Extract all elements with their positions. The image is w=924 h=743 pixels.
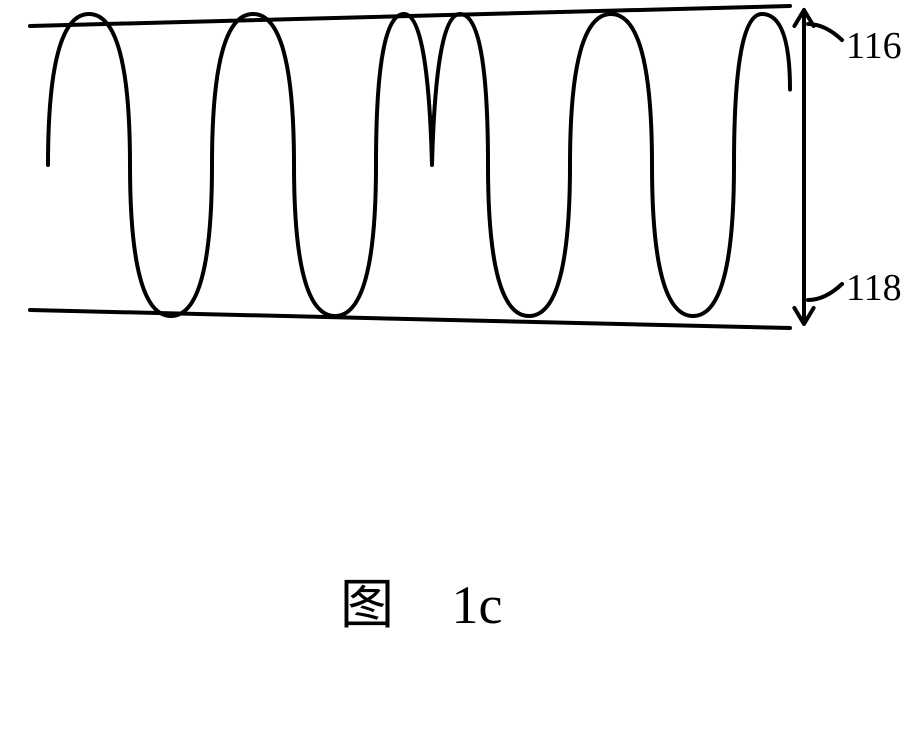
label-118: 118 <box>846 266 902 310</box>
figure-caption: 图 1c <box>340 560 502 639</box>
waveform-diagram <box>0 0 924 420</box>
caption-zh: 图 <box>340 575 394 635</box>
label-116: 116 <box>846 24 902 68</box>
caption-num: 1c <box>452 575 503 635</box>
